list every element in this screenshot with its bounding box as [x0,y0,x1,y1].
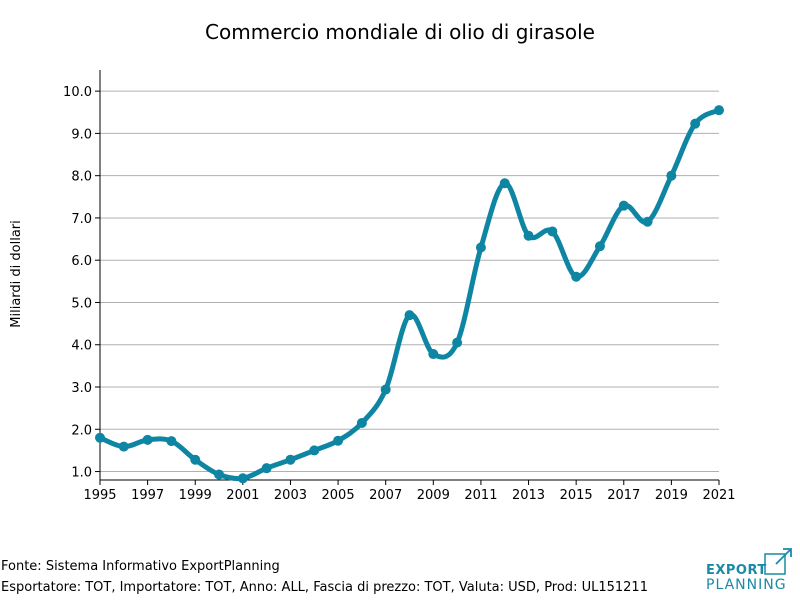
data-points [95,105,724,484]
x-tick-label: 1995 [83,488,116,503]
data-point [475,242,486,253]
data-point [571,271,582,282]
x-tick-label: 2011 [464,488,497,503]
x-tick-label: 2001 [226,488,259,503]
x-tick-label: 2007 [369,488,402,503]
data-point [190,454,201,465]
data-point [333,435,344,446]
y-tick-label: 5.0 [71,296,92,311]
x-tick-label: 2017 [607,488,640,503]
data-point [380,384,391,395]
y-axis-ticks: 1.0 2.0 3.0 4.0 5.0 6.0 7.0 8.0 9.0 10.0 [63,85,100,481]
data-point [690,118,701,129]
y-tick-label: 9.0 [71,127,92,142]
data-point [594,241,605,252]
data-point [214,469,225,480]
data-point [309,445,320,456]
data-point [118,441,129,452]
data-point [404,310,415,321]
grid-lines [100,90,719,473]
series-line [97,107,722,482]
footer: Fonte: Sistema Informativo ExportPlannin… [1,556,648,598]
exportplanning-logo: EXPORT PLANNING [706,546,796,594]
data-point [666,170,677,181]
x-tick-label: 2021 [702,488,735,503]
data-point [642,216,653,227]
x-tick-label: 1997 [131,488,164,503]
x-tick-label: 1999 [179,488,212,503]
data-point [523,230,534,241]
x-tick-label: 2003 [274,488,307,503]
data-point [428,349,439,360]
data-point [142,434,153,445]
logo-text-export: EXPORT [706,563,767,578]
details-note: Esportatore: TOT, Importatore: TOT, Anno… [1,580,648,595]
x-tick-label: 2015 [560,488,593,503]
logo-text-planning: PLANNING [706,577,787,593]
y-tick-label: 6.0 [71,254,92,269]
data-point [356,417,367,428]
source-note: Fonte: Sistema Informativo ExportPlannin… [1,559,280,574]
data-point [547,226,558,237]
y-tick-label: 3.0 [71,381,92,396]
data-point [237,473,248,484]
data-point [499,178,510,189]
data-point [261,463,272,474]
data-point [714,105,724,116]
x-tick-label: 2009 [417,488,450,503]
x-axis-ticks: 1995 1997 1999 2001 2003 2005 2007 2009 2011 2013… [83,480,736,503]
x-tick-label: 2013 [512,488,545,503]
y-tick-label: 1.0 [71,466,92,481]
axes [99,70,719,481]
x-tick-label: 2005 [322,488,355,503]
y-tick-label: 2.0 [71,423,92,438]
y-tick-label: 10.0 [63,85,92,100]
y-tick-label: 4.0 [71,339,92,354]
data-point [618,200,629,211]
y-tick-label: 7.0 [71,212,92,227]
data-point [285,454,296,465]
chart-title: Commercio mondiale di olio di girasole [205,20,595,44]
x-tick-label: 2019 [655,488,688,503]
data-point [166,436,177,447]
y-axis-label: Miliardi di dollari [9,220,24,327]
logo-mark-icon [764,548,792,575]
data-point [95,432,105,443]
data-point [452,337,463,348]
y-tick-label: 8.0 [71,170,92,185]
